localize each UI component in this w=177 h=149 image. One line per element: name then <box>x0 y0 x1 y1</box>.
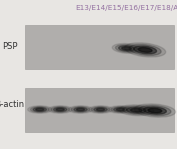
Ellipse shape <box>33 107 47 112</box>
Ellipse shape <box>96 108 105 111</box>
Ellipse shape <box>71 107 90 112</box>
Ellipse shape <box>134 104 176 117</box>
Ellipse shape <box>112 44 141 53</box>
Ellipse shape <box>88 106 113 113</box>
Ellipse shape <box>36 108 44 111</box>
Bar <box>25 88 174 132</box>
Ellipse shape <box>74 107 87 112</box>
Ellipse shape <box>139 105 171 116</box>
Ellipse shape <box>91 107 110 112</box>
Ellipse shape <box>123 106 150 114</box>
Ellipse shape <box>56 108 64 111</box>
Ellipse shape <box>130 108 142 112</box>
Ellipse shape <box>51 107 70 112</box>
Ellipse shape <box>116 108 124 111</box>
Ellipse shape <box>148 108 162 113</box>
Ellipse shape <box>30 107 49 112</box>
Bar <box>25 25 174 69</box>
Text: β-actin: β-actin <box>0 100 24 109</box>
Ellipse shape <box>115 45 138 52</box>
Ellipse shape <box>143 107 166 114</box>
Ellipse shape <box>114 107 127 112</box>
Ellipse shape <box>125 43 166 57</box>
Ellipse shape <box>94 107 107 112</box>
Ellipse shape <box>134 46 156 54</box>
Ellipse shape <box>129 44 161 55</box>
Ellipse shape <box>119 46 135 51</box>
Ellipse shape <box>28 106 52 113</box>
Ellipse shape <box>53 107 67 112</box>
Ellipse shape <box>108 106 132 113</box>
Ellipse shape <box>122 47 131 50</box>
Ellipse shape <box>127 107 146 113</box>
Ellipse shape <box>138 48 152 52</box>
Text: E13/E14/E15/E16/E17/E18/AdF: E13/E14/E15/E16/E17/E18/AdF <box>75 5 177 11</box>
Ellipse shape <box>68 106 93 113</box>
Ellipse shape <box>119 105 154 116</box>
Ellipse shape <box>48 106 72 113</box>
Ellipse shape <box>111 107 130 112</box>
Text: PSP: PSP <box>2 42 18 51</box>
Ellipse shape <box>76 108 85 111</box>
